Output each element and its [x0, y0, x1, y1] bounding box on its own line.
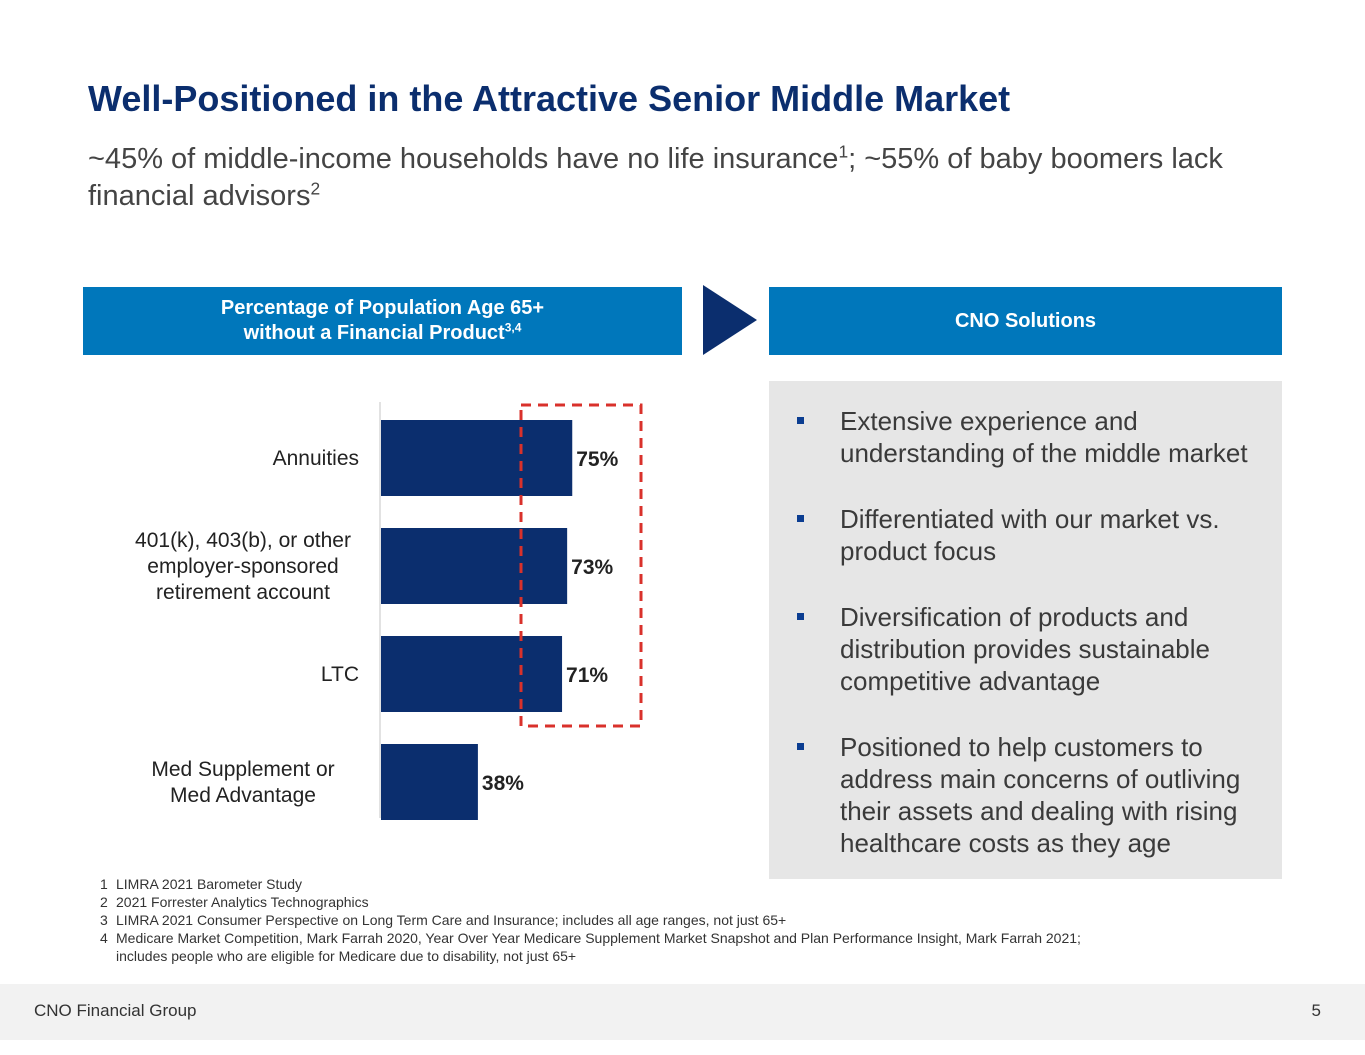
category-label: Annuities [273, 447, 359, 470]
footnote-number: 4 [100, 930, 108, 946]
bar-value-label: 38% [482, 772, 524, 795]
footnote-text: Medicare Market Competition, Mark Farrah… [116, 930, 1081, 946]
subtitle: ~45% of middle-income households have no… [88, 141, 1268, 215]
bar-chart: 75% Annuities 73% 401(k), 403(b), or other e… [135, 402, 643, 820]
footnote-line: includes people who are eligible for Med… [100, 947, 1081, 965]
footer: CNO Financial Group 5 [0, 984, 1365, 1040]
bar-value-label: 75% [576, 448, 618, 471]
footnote-line: 3 LIMRA 2021 Consumer Perspective on Long… [100, 911, 1081, 929]
bar [381, 636, 563, 712]
chart-header-line2: without a Financial Product [243, 322, 505, 344]
square-bullet-icon [797, 743, 804, 750]
footnotes: 1 LIMRA 2021 Barometer Study 2 2021 Forrest… [100, 875, 1081, 965]
subtitle-sup1: 1 [838, 141, 849, 162]
bar [381, 528, 568, 604]
category-label: employer-sponsored [147, 555, 338, 578]
footer-company: CNO Financial Group [34, 1001, 197, 1020]
category-label: retirement account [156, 581, 330, 604]
footnote-text: includes people who are eligible for Med… [116, 948, 577, 964]
bar-value-label: 71% [566, 664, 608, 687]
chart-header-line1: Percentage of Population Age 65+ [220, 297, 545, 319]
footnote-line: 2 2021 Forrester Analytics Technographics [100, 893, 1081, 911]
solutions-header: CNO Solutions [769, 287, 1282, 355]
category-label: 401(k), 403(b), or other [135, 529, 351, 552]
solution-item: Positioned to help customers to address … [797, 731, 1262, 859]
square-bullet-icon [797, 417, 804, 424]
page-number: 5 [1311, 1001, 1321, 1020]
bar [381, 744, 478, 820]
footnote-number: 3 [100, 912, 108, 928]
category-label: LTC [321, 663, 359, 686]
footnote-number: 2 [100, 894, 108, 910]
highlight-box [519, 403, 643, 728]
solution-text: Differentiated with our market vs. produ… [840, 504, 1220, 566]
solution-item: Extensive experience and understanding o… [797, 405, 1262, 469]
page-title: Well-Positioned in the Attractive Senior… [88, 78, 1011, 119]
solutions-panel: Extensive experience and understanding o… [769, 381, 1282, 879]
solution-text: Extensive experience and understanding o… [840, 406, 1248, 468]
footnote-text: LIMRA 2021 Barometer Study [116, 876, 302, 892]
category-label: Med Advantage [170, 784, 316, 807]
chart-header: Percentage of Population Age 65+ without… [83, 287, 682, 355]
subtitle-part2: ; ~55% of baby boomers lack financial ad… [88, 143, 1223, 212]
chevron-right-icon [703, 285, 757, 355]
chart-header-sup: 3,4 [504, 320, 522, 335]
solution-text: Diversification of products and distribu… [840, 602, 1210, 696]
square-bullet-icon [797, 515, 804, 522]
solution-text: Positioned to help customers to address … [840, 732, 1241, 858]
category-label: Med Supplement or [151, 758, 334, 781]
subtitle-sup2: 2 [310, 178, 321, 199]
footnote-number: 1 [100, 876, 108, 892]
solution-item: Differentiated with our market vs. produ… [797, 503, 1262, 567]
square-bullet-icon [797, 613, 804, 620]
footnote-number [100, 947, 116, 965]
bar-value-label: 73% [571, 556, 613, 579]
subtitle-part1: ~45% of middle-income households have no… [88, 143, 839, 175]
footnote-line: 4 Medicare Market Competition, Mark Farra… [100, 929, 1081, 947]
bar [381, 420, 573, 496]
footnote-text: 2021 Forrester Analytics Technographics [116, 894, 369, 910]
solution-item: Diversification of products and distribu… [797, 601, 1262, 697]
solutions-list: Extensive experience and understanding o… [797, 405, 1262, 859]
footnote-line: 1 LIMRA 2021 Barometer Study [100, 875, 1081, 893]
footnote-text: LIMRA 2021 Consumer Perspective on Long … [116, 912, 787, 928]
